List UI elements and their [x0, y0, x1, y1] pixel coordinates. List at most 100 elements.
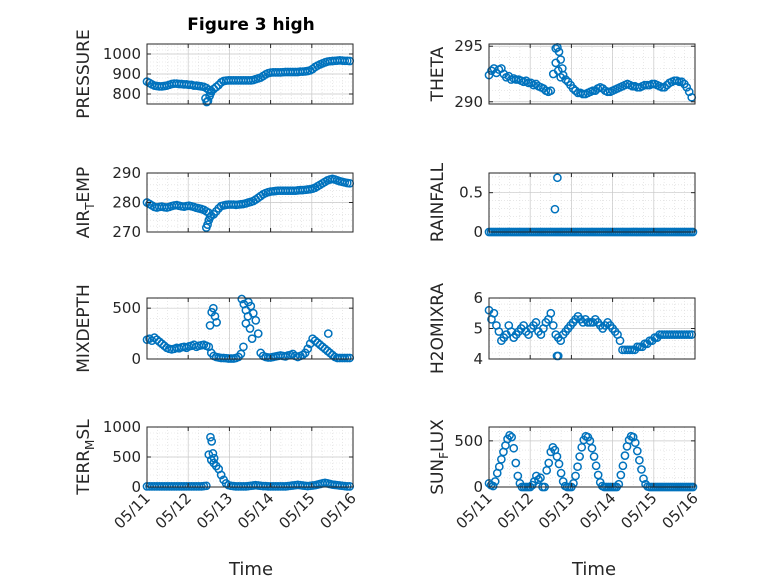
data-point: [509, 443, 519, 453]
data-point: [615, 336, 625, 346]
data-point: [251, 316, 261, 325]
data-point: [682, 82, 692, 92]
subplot-6: 4 5 6 H2OMIXRA: [428, 283, 697, 374]
data-point: [208, 449, 218, 458]
data-point: [583, 318, 593, 327]
axes-box: [488, 43, 696, 105]
y-axis-label: PRESSURE: [74, 29, 94, 118]
data-point: [303, 344, 313, 354]
subplot-8: 050005/1105/1205/1305/1405/1505/16SUNFLU…: [428, 419, 702, 533]
data-point: [546, 447, 556, 457]
data-point: [323, 329, 333, 338]
y-tick-label: 0.5: [459, 184, 483, 202]
data-point: [556, 72, 566, 82]
data-point: [205, 212, 215, 222]
data-point: [657, 82, 667, 92]
subplot-7: 0500100005/1105/1205/1305/1405/1505/16TE…: [74, 418, 360, 532]
y-tick-label: 6: [473, 289, 483, 307]
data-point: [546, 308, 556, 318]
data-point: [647, 79, 657, 89]
data-point: [554, 47, 564, 57]
y-axis-label: AIRTEMP: [74, 167, 97, 238]
data-point: [211, 82, 221, 92]
data-series: [142, 56, 355, 107]
data-point: [674, 77, 684, 87]
data-point: [206, 432, 215, 442]
data-point: [253, 329, 263, 338]
y-tick-label: 4: [473, 350, 483, 368]
y-axis-label: TERRMSL: [74, 419, 97, 496]
data-point: [209, 453, 219, 463]
data-point: [243, 311, 253, 321]
data-point: [589, 452, 599, 461]
data-point: [245, 324, 255, 333]
data-point: [588, 86, 598, 96]
data-point: [490, 477, 500, 486]
data-point: [207, 437, 217, 446]
data-series: [142, 432, 355, 491]
data-point: [620, 451, 630, 460]
y-tick-label: 5: [473, 320, 483, 338]
data-point: [548, 321, 558, 330]
y-tick-label: 270: [112, 223, 141, 241]
data-point: [489, 308, 499, 318]
data-point: [639, 474, 648, 484]
x-tick-label: 05/16: [317, 489, 360, 532]
data-point: [494, 327, 504, 336]
y-tick-label: 1000: [103, 45, 141, 63]
axes-box: [488, 172, 696, 233]
subplot-1: 800 900 1000 PRESSURE: [74, 29, 355, 119]
data-point: [342, 353, 352, 363]
data-series: [142, 294, 355, 363]
data-point: [571, 471, 580, 481]
x-tick-label: 05/14: [234, 489, 277, 532]
data-point: [201, 481, 211, 491]
data-point: [618, 461, 628, 471]
x-tick-label: 05/12: [494, 489, 537, 532]
y-tick-label: 500: [112, 448, 141, 466]
data-point: [216, 470, 226, 480]
y-tick-label: 290: [112, 164, 141, 182]
y-tick-label: 295: [454, 37, 483, 55]
data-point: [568, 84, 578, 93]
figure-title: Figure 3 high: [187, 15, 315, 35]
data-point: [660, 82, 669, 92]
x-axis-label-left: Time: [228, 559, 273, 580]
data-point: [529, 477, 539, 486]
y-axis-label: H2OMIXRA: [428, 283, 448, 374]
plot-area: [489, 173, 695, 232]
data-point: [536, 473, 545, 483]
data-series: [142, 174, 355, 232]
y-tick-label: 800: [112, 85, 141, 103]
x-tick-label: 05/15: [617, 489, 660, 532]
data-point: [557, 64, 567, 73]
axes-box: [488, 426, 696, 488]
data-point: [553, 173, 562, 183]
y-tick-label: 1000: [103, 418, 141, 436]
data-point: [507, 432, 517, 442]
data-point: [587, 443, 597, 453]
data-point: [239, 342, 248, 352]
y-tick-label: 0: [473, 223, 483, 241]
data-point: [578, 89, 588, 99]
data-point: [554, 459, 564, 469]
data-point: [571, 86, 580, 96]
data-point: [212, 318, 221, 327]
data-point: [616, 470, 626, 480]
subplot-2: 290 295 THETA: [428, 37, 697, 111]
x-tick-label: 05/13: [193, 489, 236, 532]
x-tick-label: 05/13: [535, 489, 578, 532]
x-tick-label: 05/14: [576, 489, 619, 532]
data-point: [591, 461, 601, 471]
data-point: [635, 455, 644, 465]
data-point: [342, 482, 352, 491]
x-tick-label: 05/15: [275, 489, 318, 532]
data-point: [553, 351, 563, 361]
data-point: [558, 477, 568, 486]
data-point: [203, 220, 212, 229]
data-point: [628, 432, 638, 442]
data-point: [203, 96, 213, 106]
data-point: [505, 430, 514, 440]
data-point: [511, 75, 521, 84]
y-tick-label: 280: [112, 194, 141, 212]
